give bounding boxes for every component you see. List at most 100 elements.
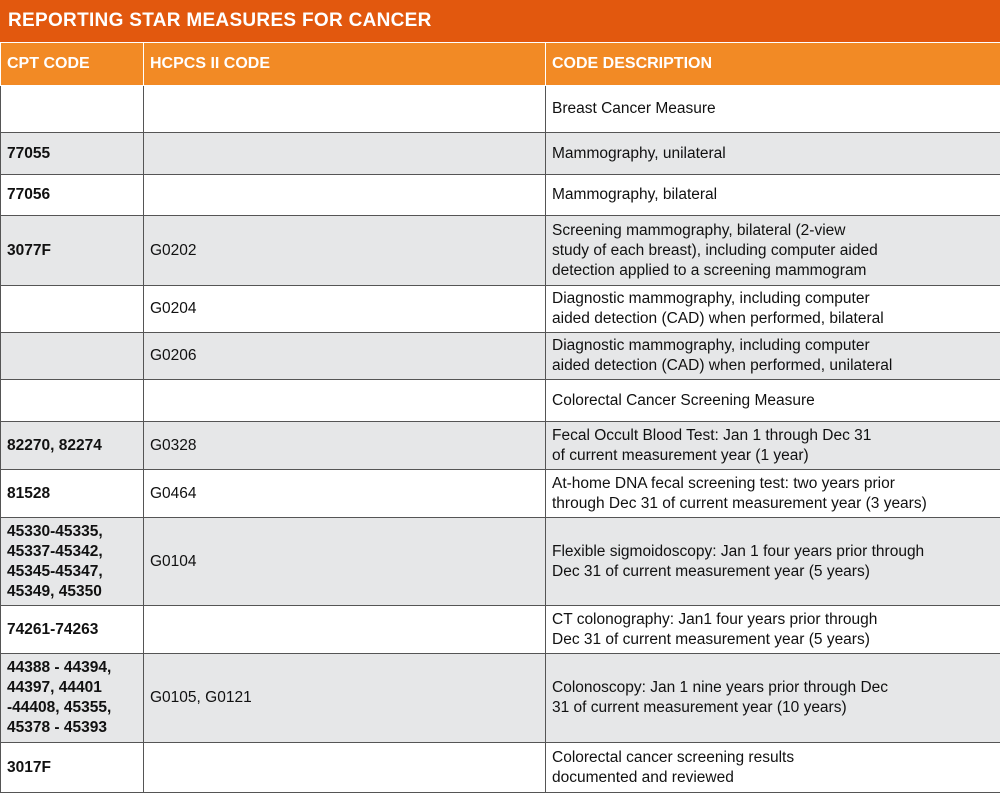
table-cell: 77056 [1, 175, 144, 216]
table-row: G0204 Diagnostic mammography, including c… [1, 286, 1000, 333]
table-cell: Diagnostic mammography, including comput… [546, 333, 1000, 380]
cell-line: detection applied to a screening mammogr… [552, 261, 1000, 281]
cell-line: of current measurement year (1 year) [552, 446, 1000, 466]
cell-line: Diagnostic mammography, including comput… [552, 289, 1000, 309]
table-cell: G0202 [144, 216, 546, 286]
cell-line: Colorectal Cancer Screening Measure [552, 391, 1000, 411]
table-row: 44388 - 44394,44397, 44401-44408, 45355,… [1, 654, 1000, 743]
cell-line: Mammography, unilateral [552, 144, 1000, 164]
cell-line: 45378 - 45393 [7, 718, 143, 738]
table-cell: Colonoscopy: Jan 1 nine years prior thro… [546, 654, 1000, 743]
table-cell [1, 380, 144, 422]
column-header: CODE DESCRIPTION [546, 43, 1000, 86]
cell-line: Dec 31 of current measurement year (5 ye… [552, 562, 1000, 582]
cell-line: G0464 [150, 484, 545, 504]
cell-line: Breast Cancer Measure [552, 99, 1000, 119]
table-cell: At-home DNA fecal screening test: two ye… [546, 470, 1000, 518]
table-cell [1, 333, 144, 380]
table-cell: Flexible sigmoidoscopy: Jan 1 four years… [546, 518, 1000, 606]
cell-line: G0202 [150, 241, 545, 261]
header-row: CPT CODE HCPCS II CODE CODE DESCRIPTION [1, 43, 1000, 86]
cell-line: G0206 [150, 346, 545, 366]
cell-line: 74261-74263 [7, 620, 143, 640]
cell-line: 82270, 82274 [7, 436, 143, 456]
cell-line: documented and reviewed [552, 768, 1000, 788]
cell-line: 77055 [7, 144, 143, 164]
table-cell: G0104 [144, 518, 546, 606]
cell-line: 3077F [7, 241, 143, 261]
table-cell: 82270, 82274 [1, 422, 144, 470]
cell-line: Dec 31 of current measurement year (5 ye… [552, 630, 1000, 650]
cell-line: At-home DNA fecal screening test: two ye… [552, 474, 1000, 494]
cell-line: 44388 - 44394, [7, 658, 143, 678]
table-cell [144, 606, 546, 654]
table-cell [144, 133, 546, 175]
cell-line: 81528 [7, 484, 143, 504]
cell-line: 3017F [7, 758, 143, 778]
table-cell [144, 86, 546, 133]
table-cell: G0204 [144, 286, 546, 333]
cell-line: G0204 [150, 299, 545, 319]
cell-line: 45349, 45350 [7, 582, 143, 602]
cell-line: 77056 [7, 185, 143, 205]
table-cell: 81528 [1, 470, 144, 518]
cell-line: CT colonography: Jan1 four years prior t… [552, 610, 1000, 630]
table-cell: Screening mammography, bilateral (2-view… [546, 216, 1000, 286]
cell-line: 44397, 44401 [7, 678, 143, 698]
cell-line: Flexible sigmoidoscopy: Jan 1 four years… [552, 542, 1000, 562]
column-header: HCPCS II CODE [144, 43, 546, 86]
table-row: 74261-74263 CT colonography: Jan1 four ye… [1, 606, 1000, 654]
cell-line: G0105, G0121 [150, 688, 545, 708]
codes-table: CPT CODE HCPCS II CODE CODE DESCRIPTION … [0, 42, 1000, 793]
table-cell: G0464 [144, 470, 546, 518]
table-title: REPORTING STAR MEASURES FOR CANCER [0, 0, 1000, 42]
table-cell: 3077F [1, 216, 144, 286]
table-cell: 77055 [1, 133, 144, 175]
cell-line: aided detection (CAD) when performed, un… [552, 356, 1000, 376]
table-row: 45330-45335,45337-45342,45345-45347,4534… [1, 518, 1000, 606]
column-header: CPT CODE [1, 43, 144, 86]
table-row: 82270, 82274 G0328 Fecal Occult Blood Test… [1, 422, 1000, 470]
table-row: 77056 Mammography, bilateral [1, 175, 1000, 216]
table-cell [1, 86, 144, 133]
table-cell: 74261-74263 [1, 606, 144, 654]
cell-line: Mammography, bilateral [552, 185, 1000, 205]
cell-line: G0328 [150, 436, 545, 456]
cell-line: Colorectal cancer screening results [552, 748, 1000, 768]
cell-line: 31 of current measurement year (10 years… [552, 698, 1000, 718]
table-cell: Breast Cancer Measure [546, 86, 1000, 133]
table-cell: Mammography, bilateral [546, 175, 1000, 216]
cell-line: -44408, 45355, [7, 698, 143, 718]
table-row: Breast Cancer Measure [1, 86, 1000, 133]
table-cell: 44388 - 44394,44397, 44401-44408, 45355,… [1, 654, 144, 743]
cell-line: Screening mammography, bilateral (2-view [552, 221, 1000, 241]
table-row: 77055 Mammography, unilateral [1, 133, 1000, 175]
cell-line: study of each breast), including compute… [552, 241, 1000, 261]
table-row: Colorectal Cancer Screening Measure [1, 380, 1000, 422]
cell-line: 45330-45335, [7, 522, 143, 542]
table-cell: G0328 [144, 422, 546, 470]
cell-line: 45337-45342, [7, 542, 143, 562]
table-cell: Diagnostic mammography, including comput… [546, 286, 1000, 333]
table-cell: Colorectal Cancer Screening Measure [546, 380, 1000, 422]
table-cell: 45330-45335,45337-45342,45345-45347,4534… [1, 518, 144, 606]
table-cell: Mammography, unilateral [546, 133, 1000, 175]
table-row: 3017F Colorectal cancer screening results… [1, 743, 1000, 793]
table-row: 81528 G0464 At-home DNA fecal screening te… [1, 470, 1000, 518]
cell-line: G0104 [150, 552, 545, 572]
table-cell: G0206 [144, 333, 546, 380]
cell-line: through Dec 31 of current measurement ye… [552, 494, 1000, 514]
table-cell: G0105, G0121 [144, 654, 546, 743]
table-cell: Fecal Occult Blood Test: Jan 1 through D… [546, 422, 1000, 470]
cell-line: 45345-45347, [7, 562, 143, 582]
cell-line: Fecal Occult Blood Test: Jan 1 through D… [552, 426, 1000, 446]
table-cell [144, 380, 546, 422]
cell-line: Colonoscopy: Jan 1 nine years prior thro… [552, 678, 1000, 698]
table-cell [1, 286, 144, 333]
table-cell [144, 743, 546, 793]
table-cell: 3017F [1, 743, 144, 793]
